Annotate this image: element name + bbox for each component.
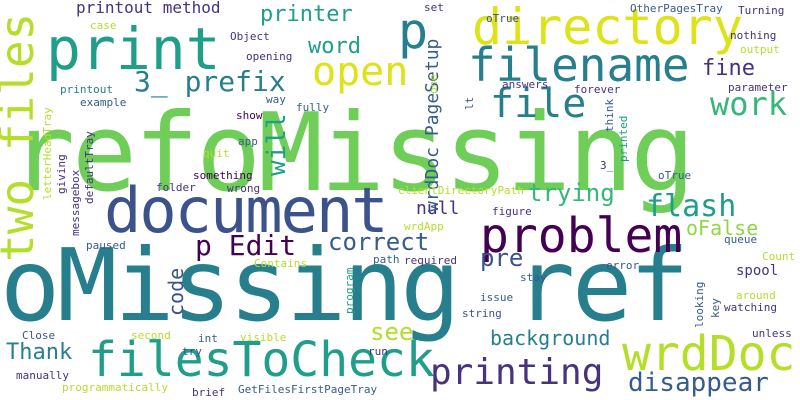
word-think: think <box>603 98 616 132</box>
word-filename: filename <box>468 38 690 92</box>
word-p-top: p <box>398 2 429 60</box>
word-flash: flash <box>646 189 737 224</box>
word-refomissing: refoMissing <box>10 91 695 216</box>
word-looking: looking <box>693 281 706 328</box>
word-p-edit: p Edit <box>195 229 297 262</box>
word-thank: Thank <box>6 340 73 365</box>
word-otrue-2: oTrue <box>658 169 692 182</box>
word-getfilesfirstpagetray: GetFilesFirstPageTray <box>238 383 378 396</box>
word-file: file <box>490 81 587 127</box>
word-run: run <box>368 345 388 358</box>
word-something: something <box>193 169 253 182</box>
word-wrong: wrong <box>227 182 261 195</box>
word-parameter: parameter <box>728 81 788 94</box>
word-programmatically: programmatically <box>62 381 168 394</box>
word-folder: folder <box>156 181 196 194</box>
word-two-files: two files <box>0 12 44 262</box>
word-one: one <box>427 74 440 94</box>
word-spool: spool <box>736 263 779 279</box>
word-int: int <box>198 332 218 345</box>
word-printed: printed <box>617 115 630 162</box>
word-fully: fully <box>296 101 330 114</box>
word-answers: answers <box>502 78 549 91</box>
word-filestocheck: filesToCheck <box>88 332 435 388</box>
word-problem: problem <box>480 208 683 264</box>
word-messagebox: messagebox <box>69 169 82 236</box>
word-omissing-ref: oMissing ref <box>0 227 689 344</box>
word-directory: directory <box>472 0 743 56</box>
word-around: around <box>736 289 776 302</box>
word-watching: watching <box>724 301 777 314</box>
word-disappear: disappear <box>628 368 769 398</box>
word-document: document <box>104 174 389 247</box>
word-manually: manually <box>16 369 69 382</box>
word-wrddoc: wrdDoc <box>622 326 796 382</box>
word-background: background <box>490 326 611 350</box>
word-visible: visible <box>240 331 287 344</box>
word-forever: forever <box>574 83 621 96</box>
word-3-prefix: 3_ prefix <box>134 65 286 98</box>
word-printer: printer <box>260 2 353 27</box>
word-count: Count <box>762 250 796 263</box>
word-defaulttray: defaultTray <box>83 131 96 204</box>
word-second: second <box>131 329 171 342</box>
word-program: program <box>343 267 356 314</box>
word-figure: figure <box>492 205 532 218</box>
word-brief: brief <box>192 386 226 399</box>
word-correct: correct <box>328 228 430 256</box>
word-letterheadtray: letterHeadTray <box>41 107 54 200</box>
word-otrue: oTrue <box>486 12 520 25</box>
word-giving: giving <box>55 154 68 194</box>
word-opening: opening <box>246 50 293 63</box>
word-null: null <box>416 198 460 219</box>
word-clientdirectorypath: clientDirectoryPath <box>398 184 524 197</box>
word-stay: stay <box>520 271 547 284</box>
word-lt: lt <box>463 96 476 110</box>
word-fine: fine <box>702 56 755 81</box>
word-unless: unless <box>752 327 792 340</box>
word-pre: pre <box>480 244 524 272</box>
word-nothing: nothing <box>730 29 777 42</box>
word-word: word <box>308 34 361 59</box>
word-3-underscore: 3_ <box>600 159 614 172</box>
word-paused: paused <box>86 239 126 252</box>
word-show: show <box>236 109 263 122</box>
word-issue: issue <box>480 291 514 304</box>
word-printing: printing <box>430 352 604 393</box>
word-open: open <box>312 49 409 95</box>
word-will: will <box>262 113 292 176</box>
word-wrdapp: wrdApp <box>404 220 444 233</box>
word-example: example <box>80 96 127 109</box>
word-ofalse: oFalse <box>686 216 759 240</box>
word-quit: quit <box>203 147 230 160</box>
word-queue: queue <box>724 233 758 246</box>
word-path: path <box>373 253 400 266</box>
word-object: Object <box>230 30 270 43</box>
word-turning: Turning <box>738 4 785 17</box>
word-try: try <box>182 345 202 358</box>
word-key: key <box>709 298 722 318</box>
word-see: see <box>370 318 414 346</box>
word-case: case <box>90 19 117 32</box>
word-otherpagestray: OtherPagesTray <box>630 2 723 15</box>
word-error: error <box>606 259 640 272</box>
word-way: way <box>266 93 286 106</box>
word-close: Close <box>22 329 56 342</box>
word-work: work <box>710 85 788 123</box>
word-required: required <box>404 254 457 267</box>
word-print: print <box>46 15 221 83</box>
word-trying: trying <box>528 179 615 207</box>
word-string: string <box>462 307 502 320</box>
word-app: app <box>238 135 258 148</box>
word-printout-method: printout method <box>76 0 221 17</box>
word-output: output <box>740 43 780 56</box>
word-printout: printout <box>60 83 113 96</box>
word-code: code <box>164 267 188 316</box>
word-set: set <box>424 1 444 14</box>
word-contains: Contains <box>254 257 307 270</box>
